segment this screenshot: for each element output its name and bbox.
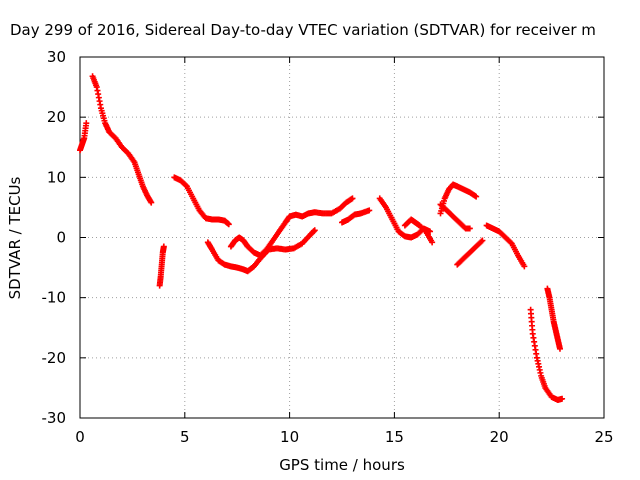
series-arc-11 — [437, 201, 473, 232]
series-arc-5 — [204, 227, 318, 275]
data-point — [556, 345, 563, 352]
series-arc-3 — [156, 243, 167, 289]
series-arc-12 — [454, 237, 486, 268]
grid — [80, 57, 604, 418]
y-tick-label: -10 — [42, 289, 67, 307]
data-point — [311, 227, 318, 234]
x-tick-label: 10 — [280, 428, 299, 446]
y-axis-label: SDTVAR / TECUs — [6, 176, 24, 299]
data-point — [507, 239, 514, 246]
x-tick-label: 25 — [594, 428, 613, 446]
data-point — [160, 243, 167, 250]
data-point — [559, 395, 566, 402]
data-point — [148, 199, 155, 206]
data-point — [182, 182, 189, 189]
series-arc-10 — [437, 181, 480, 217]
x-tick-label: 0 — [75, 428, 85, 446]
data-point — [429, 239, 436, 246]
series-arc-4 — [171, 174, 232, 228]
axis-ticks: 0 5 10 15 20 25 -30 -20 -10 0 10 20 30 — [42, 48, 614, 446]
series-arc-15 — [544, 285, 563, 352]
y-tick-label: 20 — [47, 108, 66, 126]
data-point — [466, 225, 473, 232]
chart-title: Day 299 of 2016, Sidereal Day-to-day VTE… — [10, 21, 596, 39]
data-point — [225, 221, 232, 228]
series-arc-13 — [483, 222, 528, 270]
series-arc-6 — [227, 195, 356, 259]
y-tick-label: -20 — [42, 349, 67, 367]
series-arc-1 — [77, 120, 90, 154]
y-tick-label: 10 — [47, 168, 66, 186]
x-tick-label: 5 — [180, 428, 190, 446]
data-point — [478, 238, 485, 245]
y-tick-label: 30 — [47, 48, 66, 66]
series-arc-9 — [401, 216, 436, 246]
series-arc-2 — [89, 73, 155, 206]
data-point — [349, 195, 356, 202]
plot-frame — [79, 56, 605, 419]
data-point — [366, 207, 373, 214]
data-points — [77, 73, 566, 403]
series-arc-7 — [339, 207, 373, 226]
y-tick-label: -30 — [42, 409, 67, 427]
data-point — [83, 120, 90, 127]
y-tick-label: 0 — [56, 229, 66, 247]
data-point — [479, 237, 486, 244]
data-point — [473, 193, 480, 200]
x-tick-label: 20 — [490, 428, 509, 446]
data-point — [521, 263, 528, 270]
series-arc-14 — [527, 306, 566, 403]
x-axis-label: GPS time / hours — [279, 456, 405, 474]
x-tick-label: 15 — [385, 428, 404, 446]
